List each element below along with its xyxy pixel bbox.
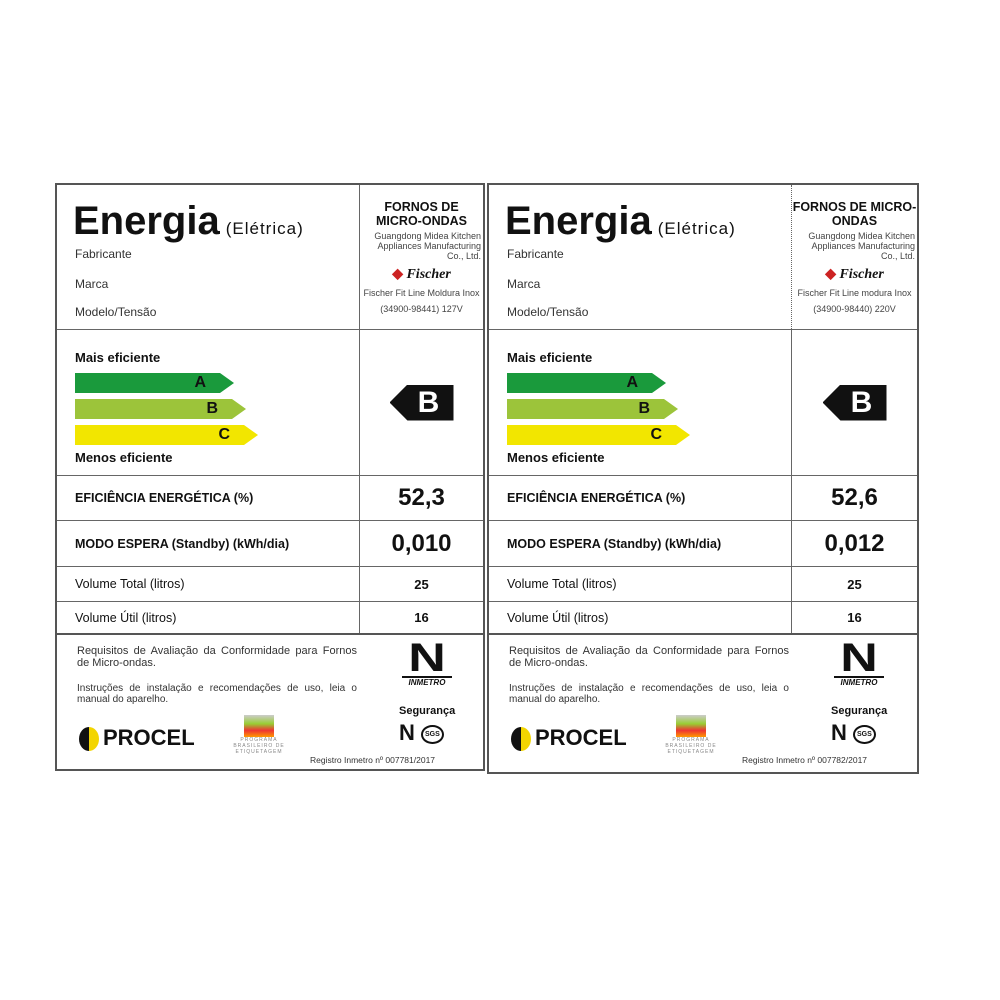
class-letter: B xyxy=(206,400,218,417)
class-letter: A xyxy=(626,374,638,391)
volume-util-label: Volume Útil (litros) xyxy=(507,610,609,625)
class-bar-c: C xyxy=(75,425,258,445)
manufacturer: Guangdong Midea Kitchen Appliances Manuf… xyxy=(374,231,481,261)
registry: Registro Inmetro nº 007781/2017 xyxy=(310,755,436,765)
volume-total-label: Volume Total (litros) xyxy=(75,577,185,591)
instructions-text: Instruções de instalação e recomendações… xyxy=(77,683,357,705)
requirements-text: Requisitos de Avaliação da Conformidade … xyxy=(77,645,357,669)
standby-value: 0,012 xyxy=(824,529,885,557)
model-code: (34900-98441) 127V xyxy=(380,304,463,314)
class-bar-c: C xyxy=(507,425,690,445)
energy-label-2: Energia (Elétrica) Fabricante Marca Model… xyxy=(487,183,919,774)
procel-logo: PROCEL xyxy=(79,725,195,751)
efficiency-label: EFICIÊNCIA ENERGÉTICA (%) xyxy=(507,491,686,505)
class-letter: B xyxy=(638,400,650,417)
least-efficient: Menos eficiente xyxy=(507,450,605,465)
volume-util-value: 16 xyxy=(847,610,862,625)
registry: Registro Inmetro nº 007782/2017 xyxy=(742,755,868,765)
category: FORNOS DE MICRO-ONDAS xyxy=(792,200,917,228)
pbe-logo: PROGRAMA BRASILEIRO DE ETIQUETAGEM xyxy=(661,715,721,755)
rating-arrow: B xyxy=(822,384,887,421)
inmetro-logo: N INMETRO xyxy=(402,638,452,687)
lightbulb-icon xyxy=(511,727,531,751)
manufacturer: Guangdong Midea Kitchen Appliances Manuf… xyxy=(808,231,915,261)
inmetro-logo: N INMETRO xyxy=(834,638,884,687)
volume-total-value: 25 xyxy=(414,576,429,592)
volume-total-value: 25 xyxy=(847,576,862,592)
field-brand: Marca xyxy=(507,277,541,291)
efficiency-value: 52,3 xyxy=(398,484,445,511)
standby-value: 0,010 xyxy=(391,529,452,557)
class-letter: C xyxy=(218,426,230,443)
volume-total-label: Volume Total (litros) xyxy=(507,577,617,591)
class-letter: C xyxy=(650,426,662,443)
rating-arrow: B xyxy=(389,384,454,421)
label-title: Energia (Elétrica) xyxy=(505,199,736,243)
most-efficient: Mais eficiente xyxy=(507,350,593,365)
least-efficient: Menos eficiente xyxy=(75,450,173,465)
class-bar-b: B xyxy=(75,399,246,419)
volume-util-label: Volume Útil (litros) xyxy=(75,610,177,625)
brand-logo: ◆ Fischer xyxy=(825,267,884,282)
class-bar-a: A xyxy=(75,373,234,393)
label-title: Energia (Elétrica) xyxy=(73,199,304,243)
field-brand: Marca xyxy=(75,277,109,291)
standby-label: MODO ESPERA (Standby) (kWh/dia) xyxy=(75,536,290,551)
field-model: Modelo/Tensão xyxy=(75,305,157,319)
standby-label: MODO ESPERA (Standby) (kWh/dia) xyxy=(507,536,722,551)
pbe-logo: PROGRAMA BRASILEIRO DE ETIQUETAGEM xyxy=(229,715,289,755)
field-model: Modelo/Tensão xyxy=(507,305,589,319)
class-bar-b: B xyxy=(507,399,678,419)
energy-label-1: Energia (Elétrica) Fabricante Marca Model… xyxy=(55,183,485,771)
class-bar-a: A xyxy=(507,373,666,393)
efficiency-label: EFICIÊNCIA ENERGÉTICA (%) xyxy=(75,491,254,505)
procel-logo: PROCEL xyxy=(511,725,627,751)
requirements-text: Requisitos de Avaliação da Conformidade … xyxy=(509,645,789,669)
model-code: (34900-98440) 220V xyxy=(813,304,896,314)
field-manufacturer: Fabricante xyxy=(507,247,564,261)
safety-seal-icon: N SGS xyxy=(399,720,444,746)
category: FORNOS DE MICRO-ONDAS xyxy=(376,200,467,228)
field-manufacturer: Fabricante xyxy=(75,247,132,261)
instructions-text: Instruções de instalação e recomendações… xyxy=(509,683,789,705)
most-efficient: Mais eficiente xyxy=(75,350,161,365)
safety-label: Segurança xyxy=(399,705,456,717)
efficiency-value: 52,6 xyxy=(831,484,878,511)
brand-logo: ◆ Fischer xyxy=(392,267,451,282)
safety-seal-icon: N SGS xyxy=(831,720,876,746)
model: Fischer Fit Line Moldura Inox xyxy=(363,288,480,298)
lightbulb-icon xyxy=(79,727,99,751)
class-letter: A xyxy=(194,374,206,391)
safety-label: Segurança xyxy=(831,705,888,717)
volume-util-value: 16 xyxy=(414,610,429,625)
model: Fischer Fit Line modura Inox xyxy=(797,288,912,298)
